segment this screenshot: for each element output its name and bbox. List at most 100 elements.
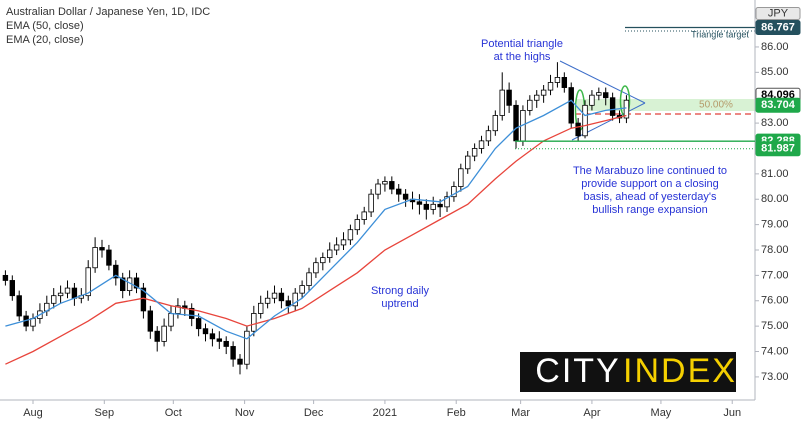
candle-body bbox=[430, 203, 436, 210]
candle-body bbox=[389, 181, 395, 190]
legend-entry: EMA (50, close) bbox=[6, 20, 84, 32]
candle-body bbox=[375, 183, 381, 195]
y-tick-label: 76.00 bbox=[761, 295, 789, 307]
candle-body bbox=[623, 99, 630, 119]
annotation: The Marabuzo line continued to bbox=[573, 165, 727, 177]
candle-body bbox=[561, 77, 568, 88]
candle-body bbox=[244, 330, 250, 365]
candle-body bbox=[534, 94, 540, 101]
x-tick-label: Jun bbox=[723, 407, 741, 419]
candle-body bbox=[485, 130, 492, 142]
candle-body bbox=[540, 89, 547, 96]
currency-box bbox=[755, 6, 801, 20]
candle-body bbox=[189, 307, 195, 319]
candle-body bbox=[285, 300, 292, 307]
candle-body bbox=[133, 277, 140, 289]
candle-body bbox=[382, 181, 388, 185]
logo-box bbox=[520, 352, 736, 392]
candle-body bbox=[444, 196, 450, 208]
candle-body bbox=[554, 77, 561, 83]
candle-body bbox=[347, 229, 354, 241]
candle-body bbox=[106, 249, 112, 266]
y-tick-label: 74.00 bbox=[761, 345, 789, 357]
candle-body bbox=[402, 193, 409, 200]
price-label: 81.987 bbox=[761, 143, 795, 155]
candle-body bbox=[333, 244, 340, 251]
candle-body bbox=[71, 287, 78, 299]
annotation: Triangle target bbox=[691, 29, 749, 39]
candle-body bbox=[16, 295, 22, 317]
candle-body bbox=[603, 92, 609, 99]
price-label: 86.767 bbox=[761, 21, 795, 33]
candle-body bbox=[506, 89, 512, 106]
candle-body bbox=[416, 201, 423, 205]
fib-label: 50.00% bbox=[699, 100, 733, 111]
plot bbox=[2, 62, 630, 375]
candle-body bbox=[57, 292, 64, 297]
candle-body bbox=[51, 295, 57, 304]
y-tick-label: 75.00 bbox=[761, 320, 789, 332]
candle-body bbox=[499, 89, 505, 116]
candle-body bbox=[568, 87, 574, 124]
candle-body bbox=[230, 346, 236, 360]
candle-body bbox=[195, 318, 202, 330]
price-label-box bbox=[755, 97, 801, 113]
logo-text: INDEX bbox=[623, 352, 737, 390]
candle-body bbox=[30, 318, 36, 327]
candle-body bbox=[527, 99, 533, 111]
x-tick-label: Nov bbox=[235, 407, 255, 419]
candle-body bbox=[85, 267, 91, 297]
candle-body bbox=[320, 257, 326, 264]
candle-body bbox=[465, 155, 471, 170]
candle-body bbox=[113, 264, 119, 279]
x-tick-label: Dec bbox=[304, 407, 324, 419]
candle-body bbox=[2, 274, 9, 281]
y-tick-label: 73.00 bbox=[761, 371, 789, 383]
candle-body bbox=[306, 272, 312, 286]
price-label: 83.704 bbox=[761, 99, 796, 111]
y-tick-label: 80.00 bbox=[761, 193, 789, 205]
candle-body bbox=[354, 219, 361, 231]
candle-body bbox=[575, 122, 581, 137]
annotation: at the highs bbox=[494, 51, 551, 63]
candle-body bbox=[513, 104, 519, 142]
candle-body bbox=[451, 186, 457, 198]
annotation: Potential triangle bbox=[481, 38, 563, 50]
triangle-upper bbox=[559, 60, 646, 104]
candle-body bbox=[589, 94, 595, 106]
candle-body bbox=[175, 305, 181, 314]
candle-body bbox=[596, 92, 602, 96]
y-tick-label: 79.00 bbox=[761, 219, 789, 231]
candle-body bbox=[154, 330, 160, 342]
x-tick-label: May bbox=[651, 407, 672, 419]
candle-body bbox=[64, 287, 71, 294]
candle-body bbox=[340, 239, 347, 246]
candle-body bbox=[264, 297, 271, 304]
annotation: Strong daily bbox=[371, 285, 430, 297]
candle-body bbox=[582, 104, 588, 137]
annotation: provide support on a closing bbox=[581, 178, 719, 190]
candle-body bbox=[99, 247, 105, 251]
candle-body bbox=[471, 148, 478, 157]
y-tick-label: 86.00 bbox=[761, 41, 789, 53]
candle-body bbox=[92, 247, 98, 269]
candle-body bbox=[361, 211, 367, 220]
annotation: bullish range expansion bbox=[592, 204, 708, 216]
y-tick-label: 85.00 bbox=[761, 66, 789, 78]
candle-body bbox=[609, 97, 616, 116]
candle-body bbox=[327, 249, 333, 259]
logo-text: CITY bbox=[535, 352, 620, 390]
y-tick-label: 78.00 bbox=[761, 244, 789, 256]
candle-body bbox=[209, 333, 216, 340]
candle-body bbox=[202, 328, 209, 335]
annotation: uptrend bbox=[381, 298, 418, 310]
price-label-box bbox=[755, 19, 801, 35]
y-tick-label: 77.00 bbox=[761, 269, 789, 281]
y-tick-label: 81.00 bbox=[761, 168, 789, 180]
candle-body bbox=[161, 325, 167, 342]
candle-body bbox=[396, 188, 402, 195]
price-label-box bbox=[755, 141, 801, 157]
candle-body bbox=[251, 313, 257, 332]
ema-line bbox=[5, 99, 627, 340]
candle-body bbox=[478, 140, 485, 149]
